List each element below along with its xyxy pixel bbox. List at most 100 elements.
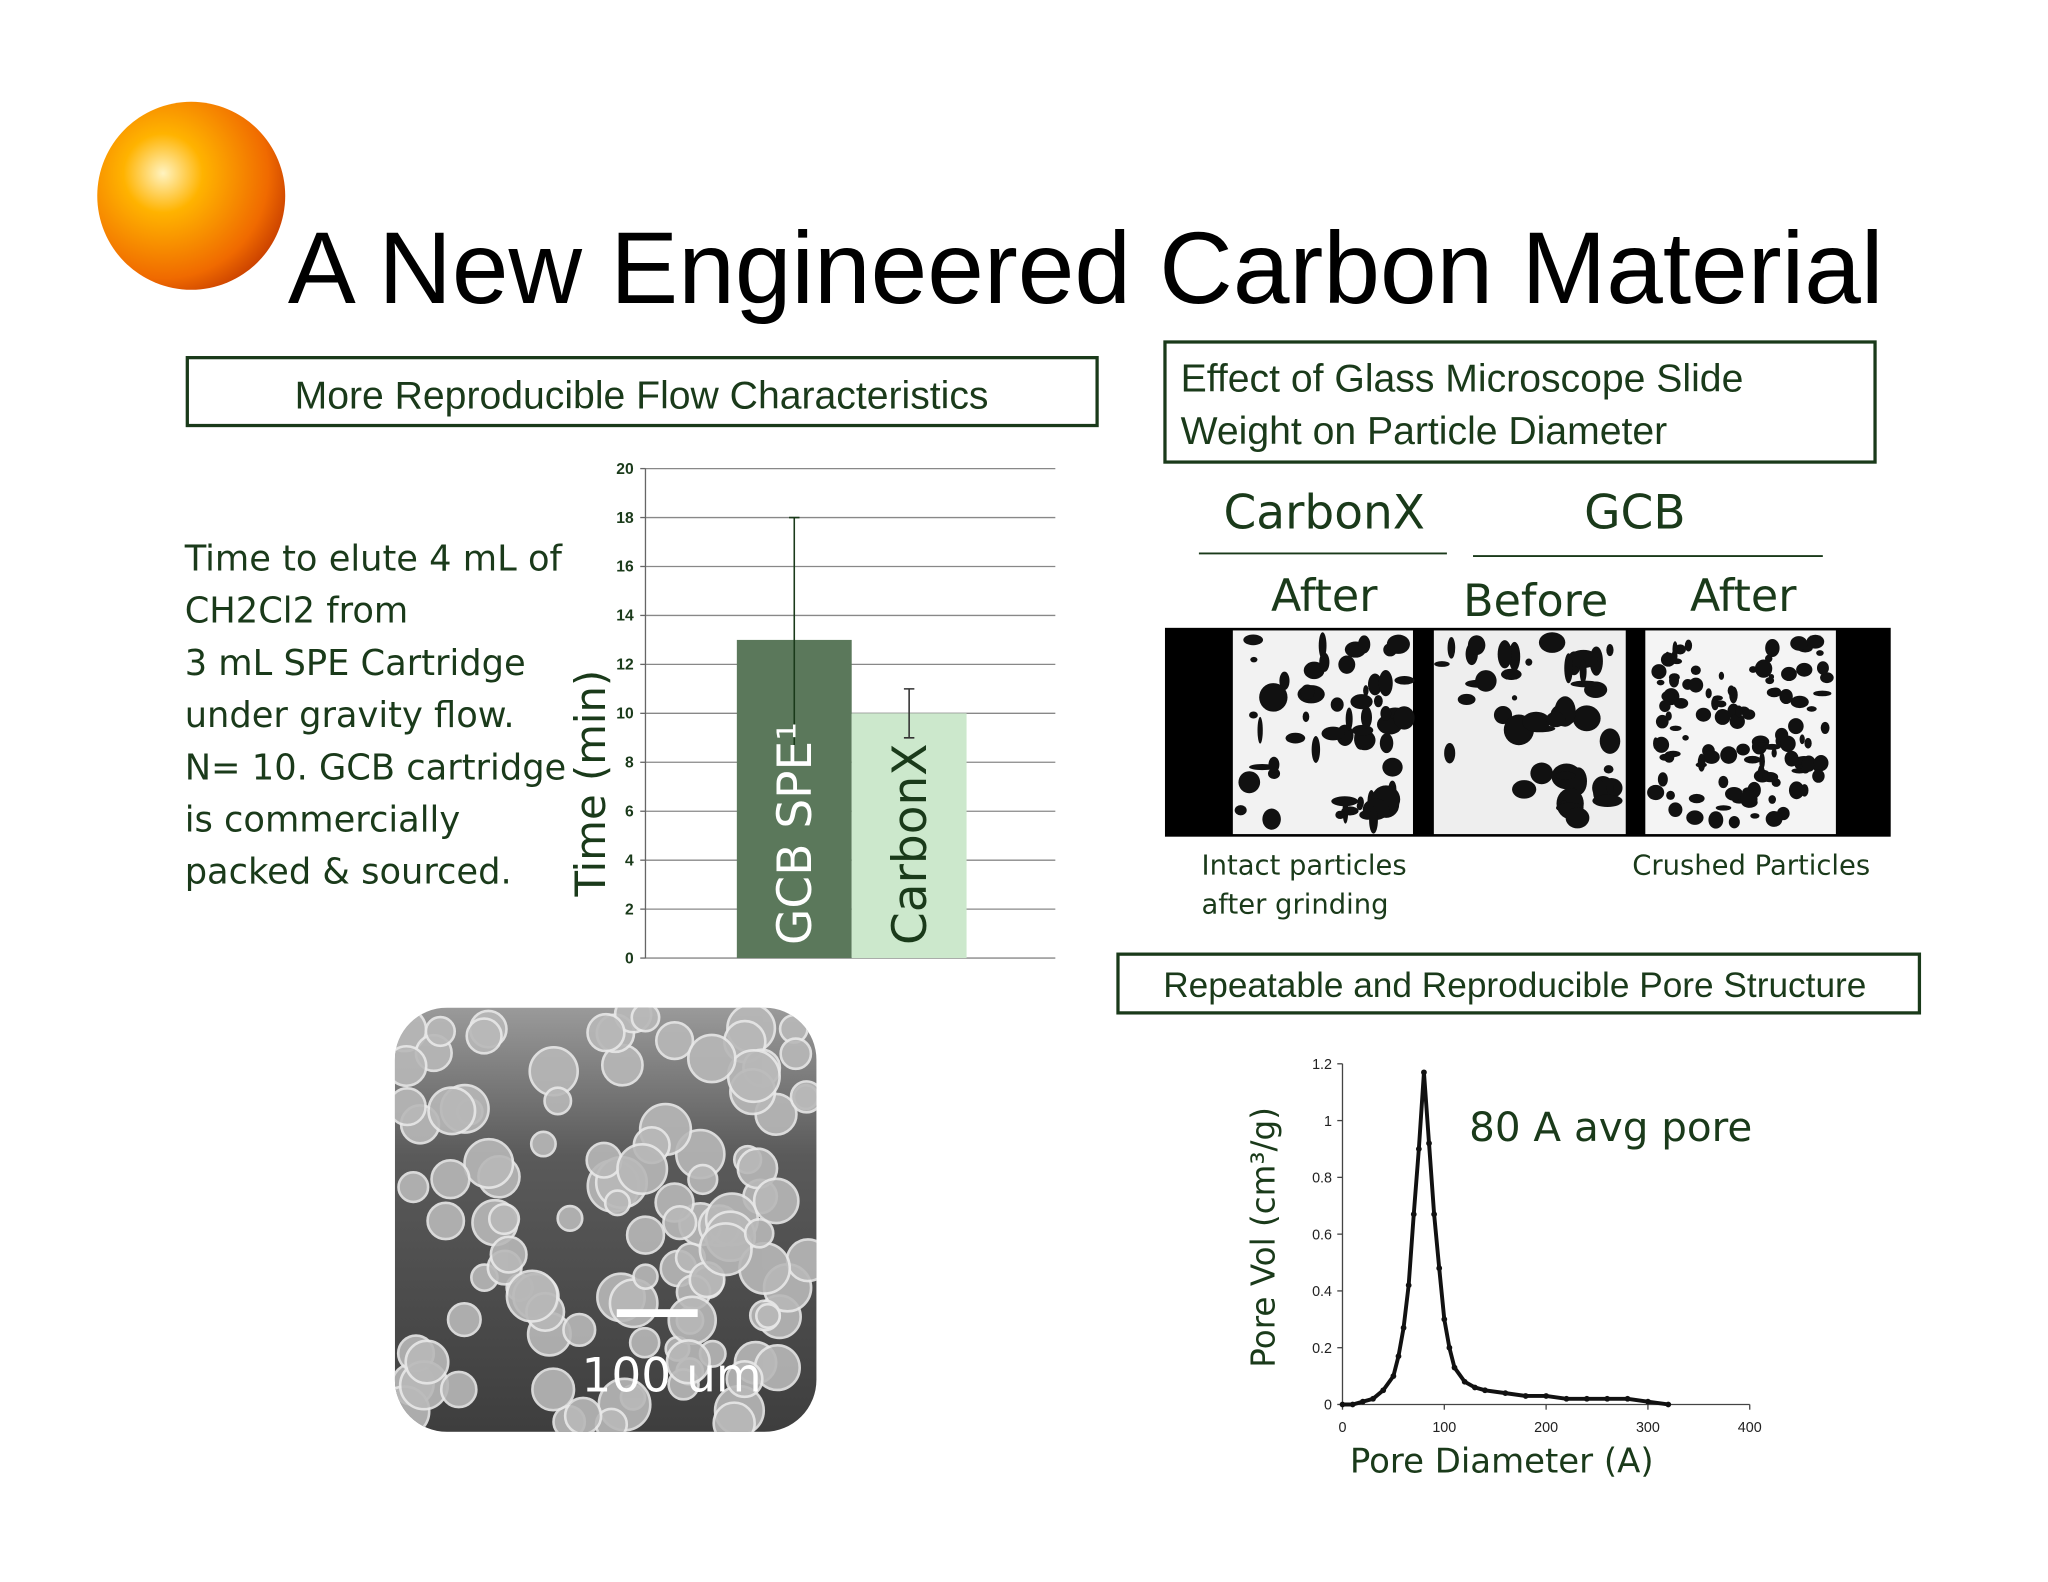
particle [1367, 673, 1383, 696]
sem-image [394, 1007, 817, 1432]
particle [754, 1302, 782, 1329]
particle [1697, 753, 1706, 772]
particle [625, 1215, 666, 1255]
particle [1669, 673, 1680, 688]
particle [1695, 707, 1712, 722]
particle [1330, 697, 1344, 712]
particle [630, 1007, 661, 1033]
particle [1674, 644, 1686, 655]
particle [1759, 752, 1765, 770]
column-label: After [1271, 571, 1378, 622]
particle [1770, 687, 1782, 697]
particle [487, 1202, 521, 1236]
particle [1262, 808, 1281, 830]
particle [1508, 641, 1521, 672]
particle [1820, 721, 1830, 734]
data-point [1451, 1364, 1458, 1371]
data-point [1370, 1395, 1376, 1402]
particle [1763, 743, 1781, 750]
description-line: 3 mL SPE Cartridge [185, 643, 526, 684]
particle [1382, 757, 1403, 777]
particle [1718, 671, 1725, 680]
particle [1259, 683, 1288, 712]
particle [1813, 690, 1832, 697]
particle [1338, 655, 1356, 674]
particle [1511, 695, 1518, 701]
annotation: 80 A avg pore [1469, 1103, 1752, 1151]
particle [785, 1238, 817, 1283]
column-label: After [1690, 571, 1797, 622]
data-point [1410, 1211, 1417, 1218]
particle [1331, 796, 1359, 807]
data-point [1522, 1393, 1529, 1399]
data-point [1604, 1395, 1611, 1402]
particle [1657, 772, 1668, 787]
particle [489, 1235, 528, 1274]
particle [1379, 733, 1394, 754]
particle [725, 1360, 764, 1399]
particle [1249, 711, 1258, 719]
particle [1373, 695, 1383, 708]
x-tick-label: 0 [1338, 1420, 1346, 1436]
caption: after grinding [1202, 890, 1389, 921]
particle [1801, 755, 1816, 772]
heading: Effect of Glass Microscope Slide [1181, 358, 1744, 401]
scale-label: 100 um [581, 1348, 761, 1403]
y-tick-label: 0 [1324, 1398, 1332, 1414]
particle [665, 1339, 711, 1385]
particle [1799, 734, 1805, 745]
particle [1790, 636, 1808, 651]
particle [1664, 651, 1671, 665]
description-line: packed & sourced. [185, 852, 512, 893]
particle [1720, 751, 1727, 761]
particle [531, 1367, 576, 1412]
particle [1653, 737, 1659, 750]
particle [1300, 684, 1315, 700]
data-point [1431, 1211, 1437, 1218]
particle [1788, 781, 1805, 800]
particle [1729, 713, 1745, 729]
particle [1666, 790, 1675, 800]
particle [1356, 801, 1363, 811]
particle [1599, 728, 1621, 754]
particle [1673, 697, 1689, 709]
heading-box [1116, 952, 1922, 1015]
particle [1804, 737, 1812, 749]
particle [1771, 748, 1777, 758]
group-label: CarbonX [1223, 486, 1424, 541]
particle [1668, 802, 1683, 817]
particle [662, 1205, 698, 1241]
particle [463, 1137, 515, 1190]
particle [654, 1020, 695, 1061]
data-point [1426, 1140, 1432, 1147]
y-tick-label: 0.6 [1312, 1227, 1332, 1243]
particle [752, 1177, 800, 1225]
particle [1754, 659, 1773, 678]
particle [1360, 706, 1373, 729]
logo-sphere [97, 101, 286, 290]
particle [1234, 805, 1247, 816]
particle [632, 1263, 659, 1290]
y-tick-label: 16 [616, 559, 634, 576]
particle [1565, 807, 1590, 829]
particle [1659, 753, 1671, 761]
particle [1727, 685, 1735, 696]
y-axis-label: Pore Vol (cm³/g) [1245, 1107, 1283, 1368]
particle [1656, 679, 1665, 686]
particle [1781, 666, 1797, 682]
x-tick-label: 100 [1432, 1420, 1456, 1436]
group-label: GCB [1584, 486, 1685, 541]
particle [1728, 815, 1740, 829]
particle [1705, 688, 1712, 699]
particle [1603, 765, 1614, 774]
y-tick-label: 1.2 [1312, 1057, 1332, 1073]
particle [1467, 635, 1486, 656]
particle [1740, 790, 1758, 808]
particle [1250, 656, 1258, 663]
description-line: Time to elute 4 mL of [184, 538, 564, 579]
particle [556, 1204, 584, 1232]
data-point [1461, 1378, 1468, 1385]
particle [1661, 690, 1675, 702]
caption: Intact particles [1202, 851, 1407, 882]
particle [1378, 670, 1393, 697]
